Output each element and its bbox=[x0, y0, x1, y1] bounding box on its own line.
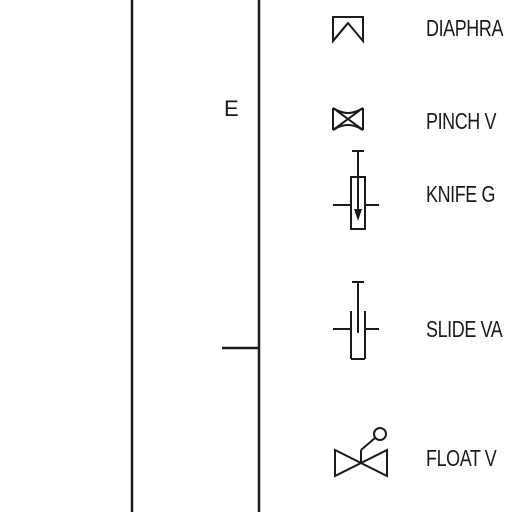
slide-valve-icon bbox=[333, 281, 379, 360]
valve-label-diaphragm: DIAPHRA bbox=[426, 15, 504, 41]
float-valve-icon bbox=[334, 427, 388, 478]
section-letter: E bbox=[224, 96, 239, 121]
diaphragm-valve-icon bbox=[332, 16, 364, 44]
valve-label-float: FLOAT V bbox=[426, 445, 497, 471]
knife-gate-valve-icon bbox=[333, 150, 379, 230]
pinch-valve-icon bbox=[332, 107, 364, 131]
valve-label-pinch: PINCH V bbox=[426, 108, 497, 134]
valve-label-slide: SLIDE VA bbox=[426, 316, 503, 342]
valve-label-knife-gate: KNIFE G bbox=[426, 181, 496, 207]
